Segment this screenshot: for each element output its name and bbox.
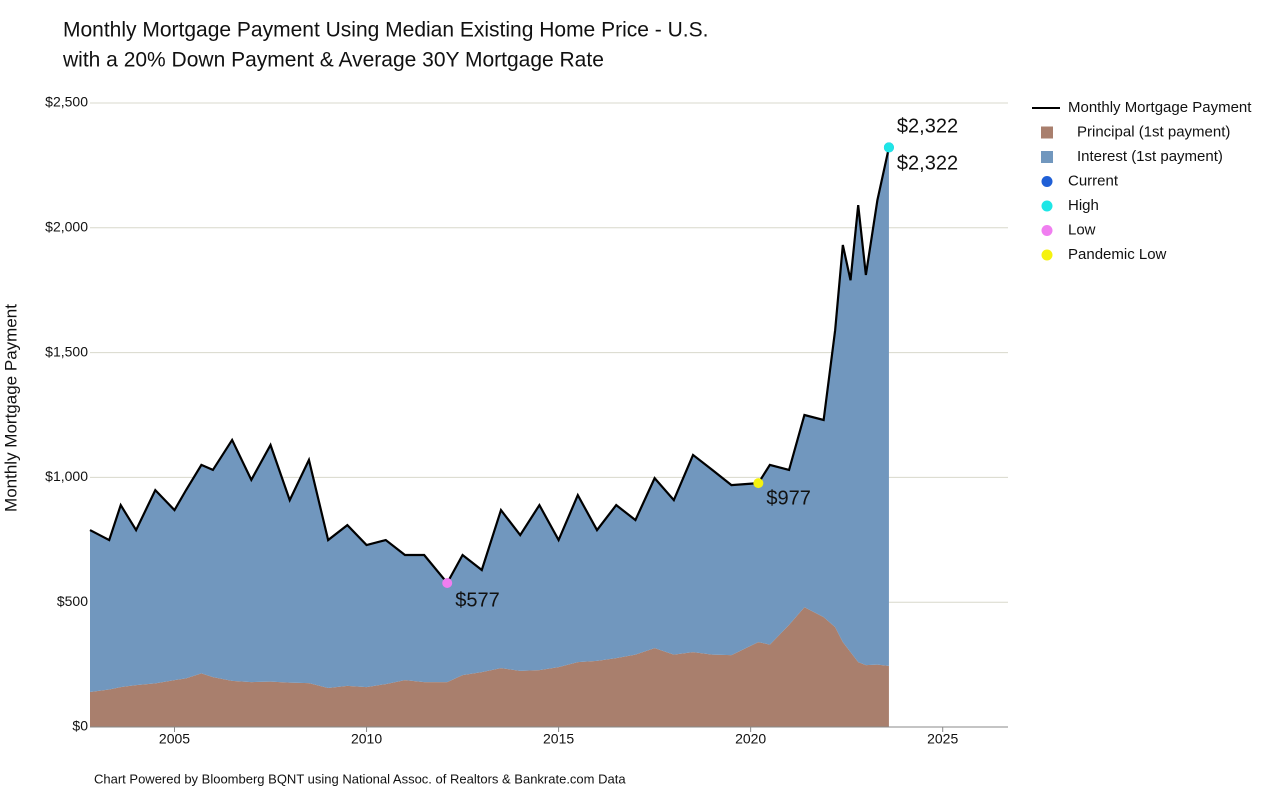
x-tick-label: 2025 — [927, 731, 958, 747]
y-tick-label: $2,000 — [45, 219, 88, 235]
legend-label: Low — [1068, 221, 1096, 238]
chart-subtitle: with a 20% Down Payment & Average 30Y Mo… — [62, 49, 604, 72]
y-tick-label: $1,000 — [45, 468, 88, 484]
line — [89, 147, 891, 585]
y-tick-label: $0 — [72, 718, 88, 734]
legend-swatch — [1041, 249, 1053, 261]
legend-label: Monthly Mortgage Payment — [1068, 99, 1252, 116]
y-axis-label: Monthly Mortgage Payment — [1, 304, 20, 512]
legend-label: Current — [1068, 172, 1119, 189]
x-tick-label: 2020 — [735, 731, 766, 747]
legend-swatch — [1041, 225, 1053, 236]
area — [90, 147, 889, 693]
x-tick-label: 2015 — [543, 731, 574, 747]
x-tick-label: 2005 — [159, 731, 190, 747]
legend-swatch — [1041, 200, 1053, 212]
legend-label: Principal (1st payment) — [1077, 123, 1230, 140]
y-tick-label: $2,500 — [45, 94, 88, 110]
marker-label: $2,322 — [897, 153, 958, 175]
marker-label: $2,322 — [897, 116, 958, 138]
legend-label: Interest (1st payment) — [1077, 148, 1223, 165]
legend-label: Pandemic Low — [1068, 246, 1167, 263]
y-tick-label: $500 — [57, 593, 88, 609]
marker-label: $977 — [766, 487, 811, 509]
x-tick-label: 2010 — [351, 731, 382, 747]
legend-label: High — [1068, 197, 1099, 214]
legend-swatch — [1041, 126, 1053, 139]
marker — [753, 478, 764, 489]
chart-title: Monthly Mortgage Payment Using Median Ex… — [63, 19, 708, 42]
marker — [442, 577, 453, 588]
footer: Chart Powered by Bloomberg BQNT using Na… — [94, 771, 626, 786]
marker-label: $577 — [455, 589, 500, 611]
legend-swatch — [1041, 176, 1053, 187]
y-tick-label: $1,500 — [45, 343, 88, 359]
legend-swatch — [1041, 151, 1053, 163]
marker — [883, 142, 894, 153]
area — [90, 607, 889, 727]
